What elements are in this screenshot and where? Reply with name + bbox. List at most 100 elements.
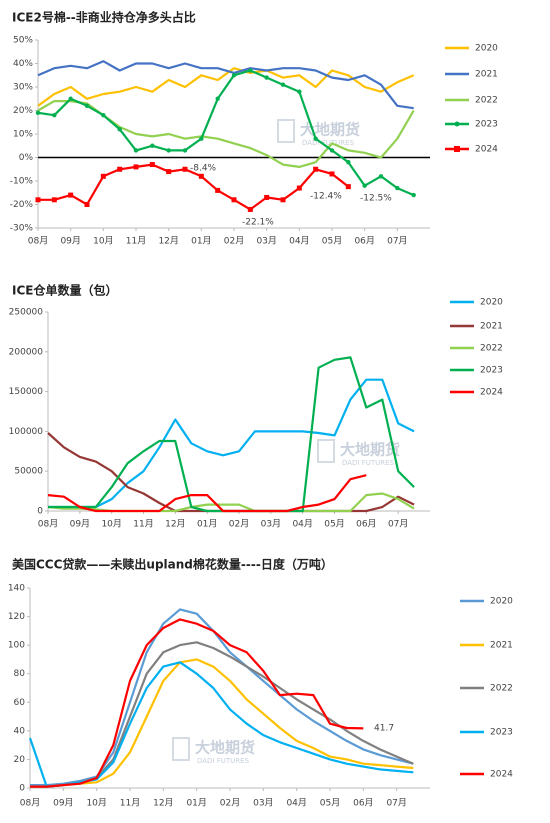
- point: [248, 68, 253, 73]
- point: [117, 127, 122, 132]
- point: [133, 148, 139, 153]
- x-tick-label: 12月: [158, 236, 178, 247]
- point: [100, 173, 106, 179]
- point: [35, 197, 41, 203]
- x-tick-label: 11月: [133, 519, 153, 530]
- legend-label: 2021: [480, 322, 503, 332]
- x-tick-label: 01月: [186, 798, 206, 809]
- series-line: [48, 356, 415, 513]
- series-line: [48, 378, 415, 509]
- point: [68, 192, 74, 198]
- point: [215, 96, 220, 101]
- x-tick-label: 06月: [353, 798, 373, 809]
- x-tick-label: 11月: [120, 798, 140, 809]
- watermark: 大地期货: [195, 739, 255, 757]
- point: [68, 96, 73, 101]
- watermark: DADI FUTURES: [342, 459, 395, 467]
- point: [395, 185, 400, 191]
- x-tick-label: 08月: [28, 236, 48, 247]
- x-tick-label: 03月: [261, 519, 281, 530]
- point: [329, 148, 335, 153]
- series-line: [37, 69, 415, 197]
- y-tick-label: 250000: [9, 308, 44, 318]
- legend-label: 2020: [480, 298, 503, 308]
- x-tick-label: 07月: [386, 798, 406, 809]
- x-tick-label: 10月: [101, 519, 121, 530]
- x-tick-label: 12月: [153, 798, 173, 809]
- legend-label: 2024: [475, 145, 498, 155]
- x-tick-label: 03月: [256, 236, 276, 247]
- x-tick-label: 04月: [286, 798, 306, 809]
- series-line: [28, 661, 414, 788]
- point: [182, 148, 188, 153]
- point: [231, 73, 237, 78]
- y-tick-label: 40%: [13, 59, 33, 69]
- legend-label: 2024: [480, 388, 503, 398]
- point: [35, 110, 41, 116]
- point: [166, 169, 172, 175]
- point: [297, 89, 302, 94]
- legend-label: 2023: [480, 366, 503, 376]
- point: [362, 183, 367, 188]
- annotation: -12.4%: [310, 192, 342, 202]
- x-tick-label: 06月: [356, 519, 376, 530]
- x-tick-label: 01月: [197, 519, 217, 530]
- y-tick-label: -20%: [10, 200, 34, 210]
- y-tick-label: 100000: [9, 427, 44, 437]
- point: [215, 187, 221, 193]
- legend-label: 2023: [490, 728, 513, 738]
- y-tick-label: 0: [37, 507, 43, 517]
- chart-title: ICE仓单数量（包）: [12, 283, 117, 298]
- x-tick-label: 05月: [324, 519, 344, 530]
- point: [280, 197, 286, 203]
- y-tick-label: 60: [14, 698, 26, 708]
- x-tick-label: 12月: [165, 519, 185, 530]
- point: [84, 103, 90, 109]
- annotation: -12.5%: [360, 194, 392, 204]
- series-line: [30, 608, 414, 787]
- x-tick-label: 01月: [191, 236, 211, 247]
- chart-title: ICE2号棉--非商业持仓净多头占比: [12, 10, 196, 25]
- y-tick-label: 0%: [19, 153, 34, 163]
- point: [166, 148, 171, 153]
- point: [84, 202, 90, 207]
- series-line: [30, 618, 364, 788]
- series-line: [38, 163, 349, 211]
- point: [231, 197, 237, 203]
- point: [199, 136, 204, 141]
- y-tick-label: -30%: [10, 224, 34, 234]
- x-tick-label: 09月: [53, 798, 73, 809]
- point: [198, 173, 204, 179]
- x-tick-label: 02月: [224, 236, 244, 247]
- x-tick-label: 09月: [70, 519, 90, 530]
- y-tick-label: 200000: [9, 347, 44, 357]
- point: [313, 136, 318, 141]
- y-tick-label: 140: [8, 584, 25, 594]
- point: [133, 164, 139, 170]
- legend-label: 2022: [480, 344, 503, 354]
- x-tick-label: 08月: [20, 798, 40, 809]
- watermark: 大地期货: [300, 121, 360, 139]
- x-tick-label: 08月: [38, 519, 58, 530]
- legend-label: 2021: [475, 70, 498, 80]
- x-tick-label: 09月: [60, 236, 80, 247]
- point: [264, 75, 269, 80]
- y-tick-label: 40: [14, 726, 26, 736]
- legend-label: 2022: [490, 684, 513, 694]
- y-tick-label: 20: [14, 755, 26, 765]
- legend-label: 2023: [475, 120, 498, 130]
- watermark-logo: [317, 439, 335, 463]
- legend-marker: [454, 146, 460, 152]
- point: [346, 160, 351, 165]
- point: [52, 113, 57, 118]
- x-tick-label: 07月: [388, 519, 408, 530]
- x-tick-label: 10月: [86, 798, 106, 809]
- legend-label: 2021: [490, 641, 513, 651]
- point: [411, 192, 416, 198]
- x-tick-label: 11月: [126, 236, 146, 247]
- legend-label: 2020: [490, 597, 513, 607]
- point: [345, 184, 351, 190]
- point: [296, 185, 302, 191]
- x-tick-label: 05月: [322, 236, 342, 247]
- point: [329, 171, 335, 177]
